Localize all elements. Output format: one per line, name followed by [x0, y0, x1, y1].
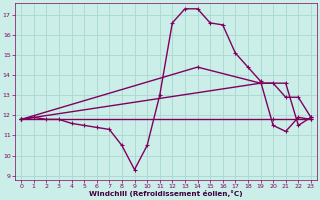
- X-axis label: Windchill (Refroidissement éolien,°C): Windchill (Refroidissement éolien,°C): [89, 190, 243, 197]
